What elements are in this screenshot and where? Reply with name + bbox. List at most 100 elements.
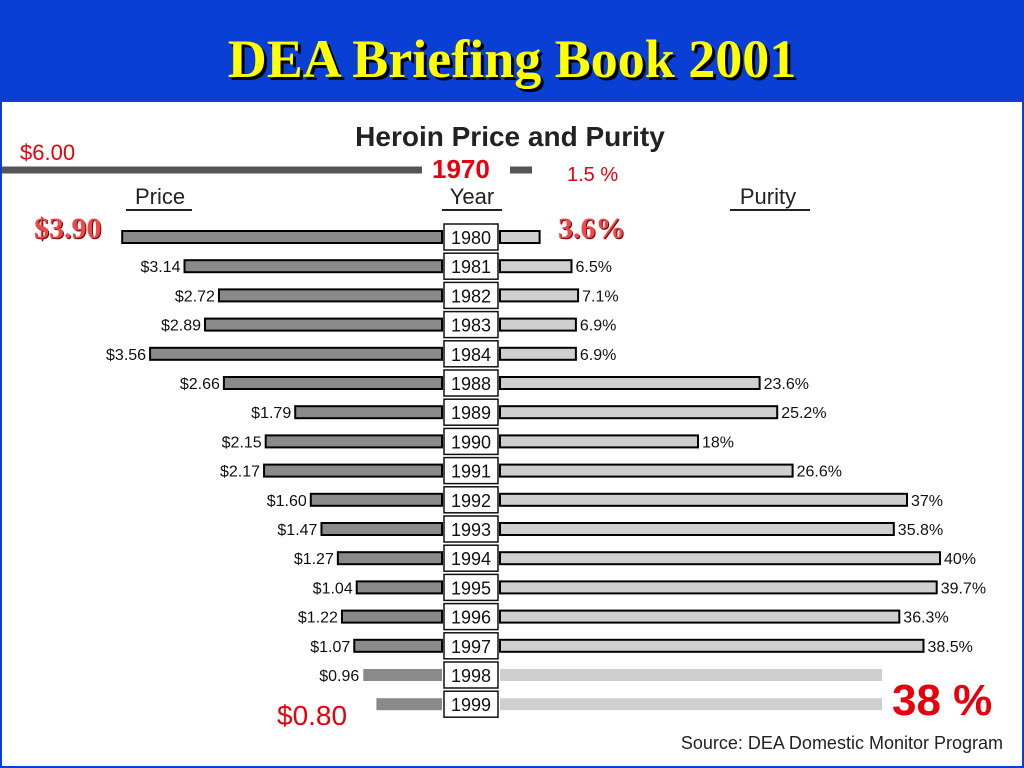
price-value-label: $0.96 — [319, 668, 359, 685]
price-bar — [263, 463, 443, 478]
year-box — [443, 310, 499, 339]
price-value-label: $2.15 — [222, 434, 262, 451]
price-value-label: $2.89 — [161, 318, 201, 335]
price-value-label: $2.17 — [220, 464, 260, 481]
purity-value-label: 38.5% — [928, 639, 973, 656]
purity-bar — [499, 463, 794, 478]
price-bar — [340, 609, 443, 624]
price-bar — [183, 259, 444, 274]
price-value-label: $1.22 — [298, 610, 338, 627]
slide-title: DEA Briefing Book 2001 — [227, 29, 797, 89]
purity-bar — [499, 346, 577, 361]
price-bar — [121, 230, 443, 244]
year-label: 1988 — [451, 374, 491, 394]
heroin-chart: Heroin Price and Purity Price Year Purit… — [2, 121, 1003, 753]
year-box — [443, 369, 499, 397]
purity-value-label: 39.7% — [941, 580, 986, 597]
year-box — [443, 456, 499, 485]
purity-value-label: 7.1% — [582, 288, 618, 305]
price-1970-label: $6.00 — [20, 140, 76, 165]
price-value-label: $2.66 — [180, 376, 220, 393]
price-bar — [149, 346, 444, 361]
price-bar — [204, 317, 443, 332]
year-1970-label: 1970 — [432, 154, 490, 184]
year-label: 1980 — [451, 228, 491, 248]
purity-value-label: 40% — [944, 551, 976, 568]
price-bar — [294, 405, 443, 420]
price-value-label: $1.27 — [294, 551, 334, 568]
year-label: 1993 — [451, 520, 491, 540]
purity-value-label: 25.2% — [781, 405, 826, 422]
year-label: 1983 — [451, 316, 491, 336]
year-box — [443, 661, 499, 689]
purity-bar — [499, 609, 901, 624]
purity-bar — [499, 230, 541, 244]
price-bar — [376, 698, 442, 711]
purity-value-label: 6.9% — [580, 347, 616, 364]
price-value-label: $1.07 — [310, 639, 350, 656]
price-value-label: $1.47 — [277, 522, 317, 539]
year-label: 1981 — [451, 257, 491, 277]
price-1980-label: $3.90 — [34, 212, 102, 245]
purity-bar — [499, 376, 761, 390]
purity-bar — [499, 492, 908, 507]
price-bar — [363, 669, 442, 681]
price-value-label: $1.60 — [267, 493, 307, 510]
year-label: 1994 — [451, 549, 491, 569]
year-box — [443, 398, 499, 426]
purity-bar — [500, 698, 918, 711]
purity-bar — [499, 638, 925, 653]
purity-value-label: 37% — [911, 493, 943, 510]
label-cover — [882, 662, 1022, 732]
year-label: 1989 — [451, 403, 491, 423]
price-header: Price — [135, 184, 185, 209]
purity-bar — [499, 259, 573, 274]
year-label: 1984 — [451, 345, 491, 365]
purity-bar — [499, 522, 895, 536]
price-bar — [353, 638, 444, 653]
purity-1999-label: 38 % — [892, 676, 993, 725]
purity-bar — [499, 288, 580, 303]
source-note: Source: DEA Domestic Monitor Program — [681, 733, 1003, 753]
year-box — [443, 632, 499, 660]
price-bar — [264, 434, 444, 449]
purity-bar — [499, 317, 577, 332]
price-bar — [336, 551, 443, 566]
year-box — [443, 690, 499, 718]
price-value-label: $1.04 — [313, 580, 353, 597]
purity-value-label: 18% — [702, 434, 734, 451]
year-header: Year — [450, 184, 494, 209]
year-box — [443, 340, 499, 368]
price-value-label: $1.79 — [251, 405, 291, 422]
price-value-label: $3.14 — [140, 259, 180, 276]
chart-panel: Heroin Price and Purity Price Year Purit… — [2, 102, 1022, 766]
purity-value-label: 6.5% — [576, 259, 612, 276]
year-box — [443, 486, 499, 514]
price-bar — [222, 376, 443, 390]
price-value-label: $2.72 — [175, 288, 215, 305]
year-box — [443, 252, 499, 280]
year-box — [443, 427, 499, 456]
year-label: 1992 — [451, 491, 491, 511]
price-bar — [217, 288, 443, 303]
year-box — [443, 515, 499, 543]
year-label: 1998 — [451, 666, 491, 686]
purity-value-label: 26.6% — [797, 464, 842, 481]
purity-bar — [500, 669, 918, 681]
chart-title: Heroin Price and Purity — [355, 121, 665, 152]
purity-bar — [499, 580, 938, 595]
price-bar — [309, 492, 443, 507]
price-1999-label: $0.80 — [277, 700, 348, 731]
year-box — [443, 223, 499, 251]
purity-bar — [499, 405, 779, 420]
year-label: 1995 — [451, 578, 491, 598]
chart-rows: 1980 $3.14 6.5% 1981 $2.72 7.1% 1982 $2.89 6.9% 1… — [106, 223, 986, 718]
purity-value-label: 6.9% — [580, 318, 616, 335]
purity-1970-label: 1.5 % — [567, 164, 619, 186]
purity-value-label: 23.6% — [764, 376, 809, 393]
year-box — [443, 573, 499, 602]
year-label: 1999 — [451, 695, 491, 715]
year-label: 1990 — [451, 432, 491, 452]
purity-value-label: 36.3% — [903, 610, 948, 627]
year-box — [443, 544, 499, 572]
